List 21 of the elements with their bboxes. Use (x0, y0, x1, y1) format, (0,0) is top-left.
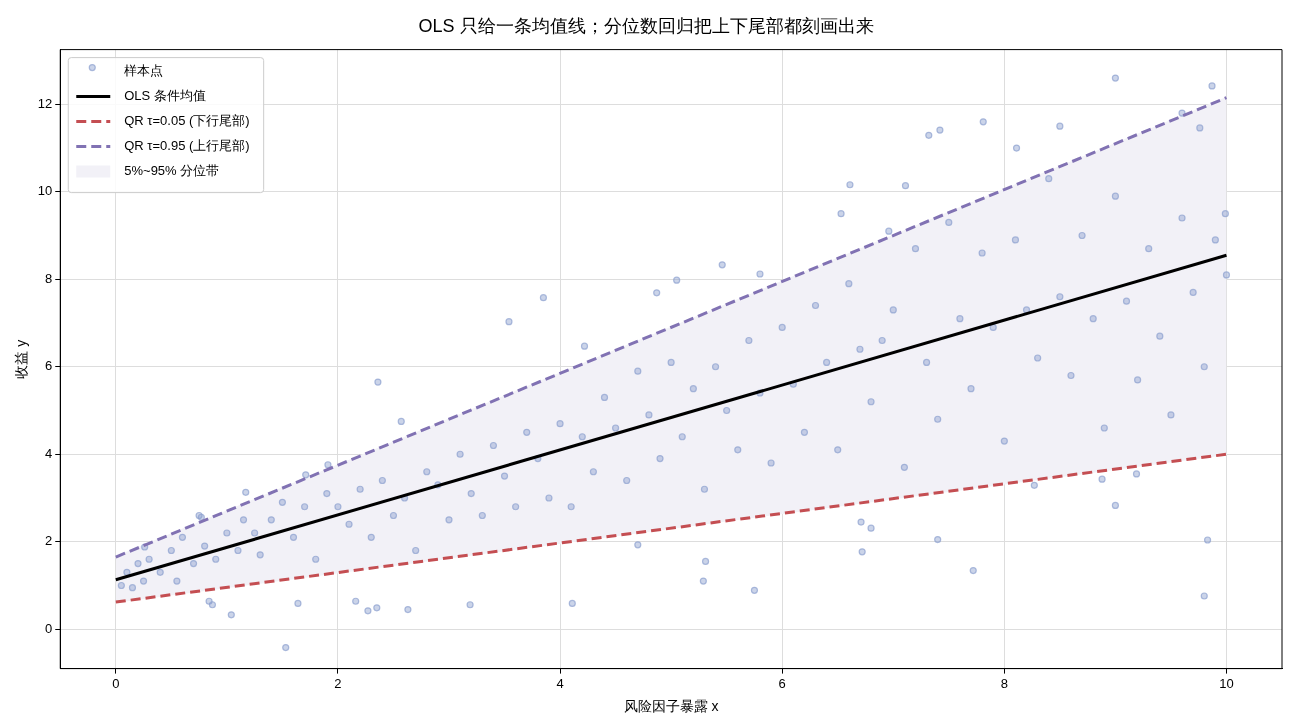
y-tick-label: 4 (45, 445, 53, 461)
x-tick-label: 10 (1219, 675, 1234, 691)
y-axis-title: 收益 y (13, 339, 30, 379)
y-tick-label: 2 (45, 533, 53, 549)
y-tick-label: 0 (45, 620, 53, 636)
legend-label: QR τ=0.95 (上行尾部) (124, 138, 250, 154)
legend-label: 样本点 (124, 63, 164, 79)
y-tick-label: 12 (37, 95, 53, 111)
y-tick-label: 10 (37, 183, 53, 199)
legend-label: QR τ=0.05 (下行尾部) (124, 113, 250, 129)
x-tick-label: 0 (112, 675, 120, 691)
legend-label: 5%~95% 分位带 (124, 163, 220, 179)
x-tick-label: 2 (334, 675, 342, 691)
legend-label: OLS 条件均值 (124, 88, 206, 104)
y-tick-label: 6 (45, 358, 53, 374)
x-tick-label: 4 (556, 675, 564, 691)
x-tick-label: 8 (1000, 675, 1008, 691)
x-axis-title: 风险因子暴露 x (623, 698, 719, 715)
y-tick-label: 8 (45, 270, 53, 286)
chart-title: OLS 只给一条均值线；分位数回归把上下尾部都刻画出来 (418, 15, 874, 36)
x-tick-label: 6 (778, 675, 786, 691)
